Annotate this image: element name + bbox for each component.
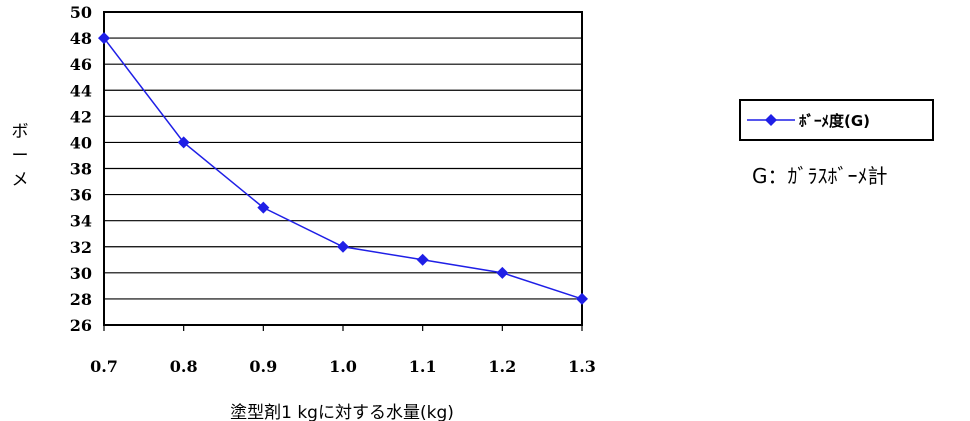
x-tick-label: 1.3: [568, 357, 596, 376]
data-point-marker: [337, 240, 349, 253]
x-axis-label: 塗型剤1 kgに対する水量(kg): [230, 402, 454, 421]
x-tick-label: 0.9: [249, 357, 277, 376]
data-point-marker: [257, 201, 270, 214]
x-tick-label: 1.1: [409, 357, 437, 376]
y-tick-label: 26: [70, 316, 92, 335]
y-tick-label: 44: [70, 81, 92, 100]
x-tick-label: 1.2: [488, 357, 516, 376]
legend-swatch: [747, 114, 795, 126]
data-point-marker: [98, 32, 110, 45]
data-point-marker: [416, 253, 429, 266]
y-tick-label: 46: [70, 55, 92, 74]
y-tick-label: 28: [70, 290, 92, 309]
y-tick-label: 50: [70, 3, 92, 22]
y-tick-label: 36: [70, 186, 92, 205]
y-tick-label: 42: [70, 107, 92, 126]
x-axis-ticks: 0.7 0.8 0.9 1.0 1.1 1.2 1.3: [90, 325, 596, 376]
annotation-text: G：ｶﾞﾗｽﾎﾞｰﾒ計: [752, 164, 888, 188]
data-point-marker: [496, 266, 509, 279]
y-axis-label: ボーメ: [11, 122, 29, 190]
y-tick-label: 34: [70, 212, 92, 231]
legend: ﾎﾞｰﾒ度(G): [739, 99, 934, 141]
data-point-marker: [177, 136, 190, 149]
x-tick-label: 0.8: [170, 357, 198, 376]
data-point-marker: [576, 292, 588, 305]
series-markers: [98, 32, 588, 305]
legend-label: ﾎﾞｰﾒ度(G): [799, 111, 871, 130]
y-tick-label: 38: [70, 160, 92, 179]
y-axis-ticks: 26 28 30 32 34 36 38 40 42 44 46 48 50: [70, 3, 92, 335]
y-tick-label: 40: [70, 133, 92, 152]
y-tick-label: 48: [70, 29, 92, 48]
x-tick-label: 0.7: [90, 357, 118, 376]
grid-lines: [104, 11, 582, 326]
x-tick-label: 1.0: [329, 357, 357, 376]
y-tick-label: 32: [70, 238, 92, 257]
y-tick-label: 30: [70, 264, 92, 283]
